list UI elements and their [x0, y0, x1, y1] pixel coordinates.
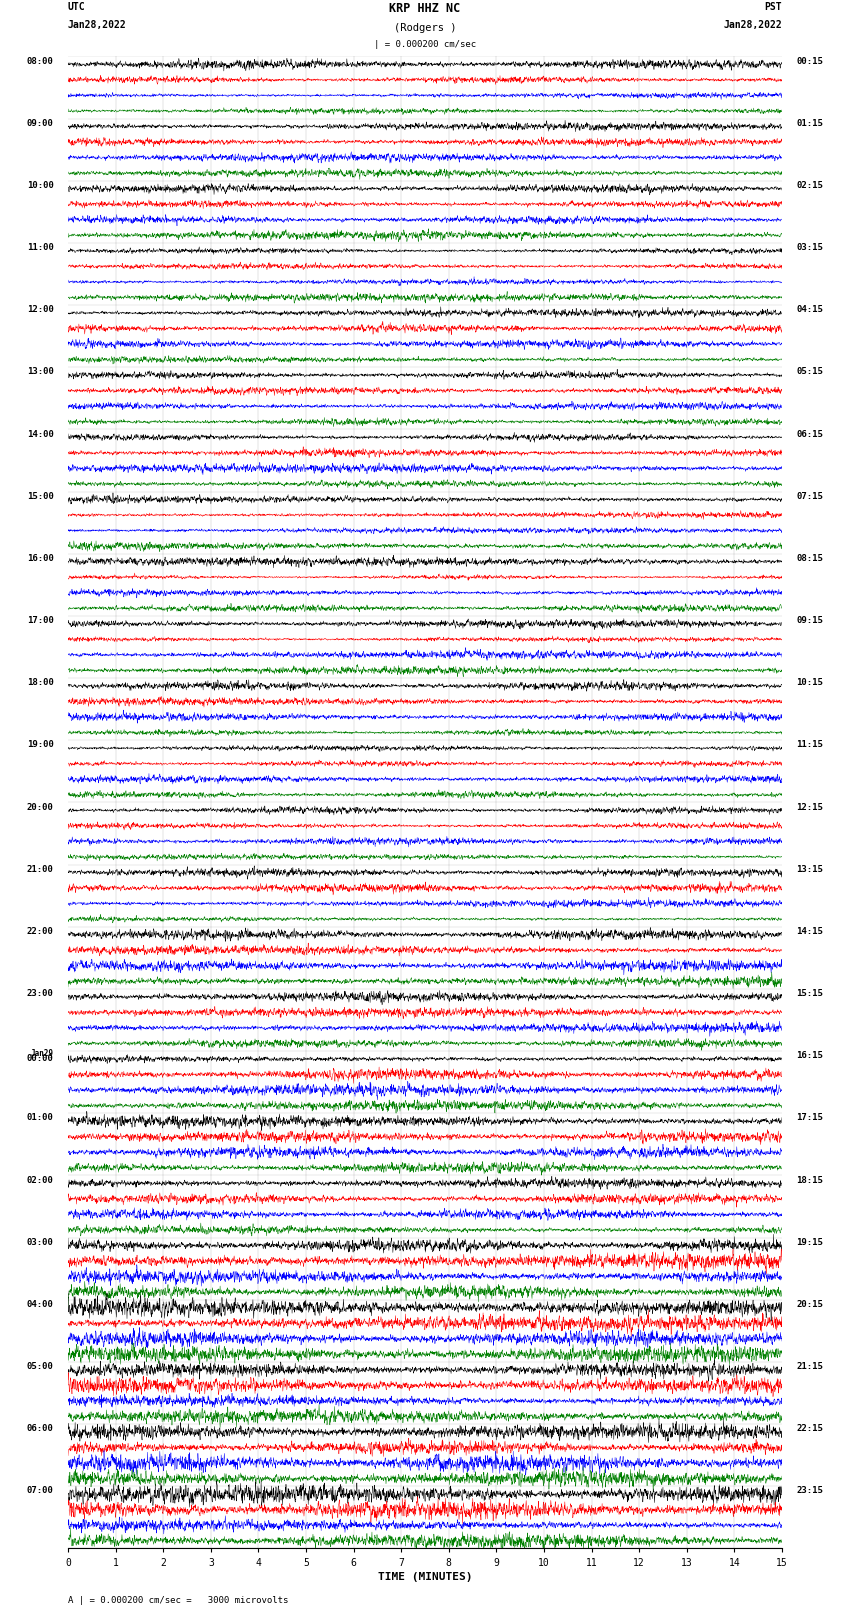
Text: 07:00: 07:00 — [27, 1487, 54, 1495]
Text: 20:15: 20:15 — [796, 1300, 823, 1310]
Text: 13:15: 13:15 — [796, 865, 823, 874]
Text: 23:15: 23:15 — [796, 1487, 823, 1495]
Text: | = 0.000200 cm/sec: | = 0.000200 cm/sec — [374, 40, 476, 48]
Text: 14:15: 14:15 — [796, 927, 823, 936]
Text: 11:00: 11:00 — [27, 244, 54, 252]
Text: 00:15: 00:15 — [796, 56, 823, 66]
Text: 07:15: 07:15 — [796, 492, 823, 500]
Text: 17:00: 17:00 — [27, 616, 54, 626]
Text: 03:15: 03:15 — [796, 244, 823, 252]
Text: 12:00: 12:00 — [27, 305, 54, 315]
Text: 22:00: 22:00 — [27, 927, 54, 936]
Text: 14:00: 14:00 — [27, 429, 54, 439]
Text: 05:15: 05:15 — [796, 368, 823, 376]
Text: 06:15: 06:15 — [796, 429, 823, 439]
Text: 04:15: 04:15 — [796, 305, 823, 315]
Text: 10:00: 10:00 — [27, 181, 54, 190]
Text: Jan28,2022: Jan28,2022 — [68, 19, 127, 29]
Text: Jan29: Jan29 — [31, 1048, 54, 1058]
Text: KRP HHZ NC: KRP HHZ NC — [389, 2, 461, 15]
Text: 08:15: 08:15 — [796, 553, 823, 563]
Text: 16:15: 16:15 — [796, 1052, 823, 1060]
Text: 10:15: 10:15 — [796, 679, 823, 687]
Text: 21:00: 21:00 — [27, 865, 54, 874]
Text: 23:00: 23:00 — [27, 989, 54, 998]
Text: 09:15: 09:15 — [796, 616, 823, 626]
Text: 19:00: 19:00 — [27, 740, 54, 750]
Text: 05:00: 05:00 — [27, 1361, 54, 1371]
Text: 01:15: 01:15 — [796, 119, 823, 127]
Text: 03:00: 03:00 — [27, 1237, 54, 1247]
Text: UTC: UTC — [68, 2, 86, 11]
Text: 11:15: 11:15 — [796, 740, 823, 750]
Text: 17:15: 17:15 — [796, 1113, 823, 1123]
Text: 20:00: 20:00 — [27, 803, 54, 811]
Text: 15:15: 15:15 — [796, 989, 823, 998]
Text: 04:00: 04:00 — [27, 1300, 54, 1310]
Text: 09:00: 09:00 — [27, 119, 54, 127]
Text: 08:00: 08:00 — [27, 56, 54, 66]
Text: 16:00: 16:00 — [27, 553, 54, 563]
Text: (Rodgers ): (Rodgers ) — [394, 23, 456, 32]
Text: 15:00: 15:00 — [27, 492, 54, 500]
X-axis label: TIME (MINUTES): TIME (MINUTES) — [377, 1571, 473, 1582]
Text: 22:15: 22:15 — [796, 1424, 823, 1434]
Text: 13:00: 13:00 — [27, 368, 54, 376]
Text: 19:15: 19:15 — [796, 1237, 823, 1247]
Text: Jan28,2022: Jan28,2022 — [723, 19, 782, 29]
Text: 12:15: 12:15 — [796, 803, 823, 811]
Text: 01:00: 01:00 — [27, 1113, 54, 1123]
Text: 00:00: 00:00 — [27, 1055, 54, 1063]
Text: A | = 0.000200 cm/sec =   3000 microvolts: A | = 0.000200 cm/sec = 3000 microvolts — [68, 1597, 288, 1605]
Text: 02:15: 02:15 — [796, 181, 823, 190]
Text: 21:15: 21:15 — [796, 1361, 823, 1371]
Text: 18:00: 18:00 — [27, 679, 54, 687]
Text: 02:00: 02:00 — [27, 1176, 54, 1184]
Text: 06:00: 06:00 — [27, 1424, 54, 1434]
Text: PST: PST — [764, 2, 782, 11]
Text: 18:15: 18:15 — [796, 1176, 823, 1184]
